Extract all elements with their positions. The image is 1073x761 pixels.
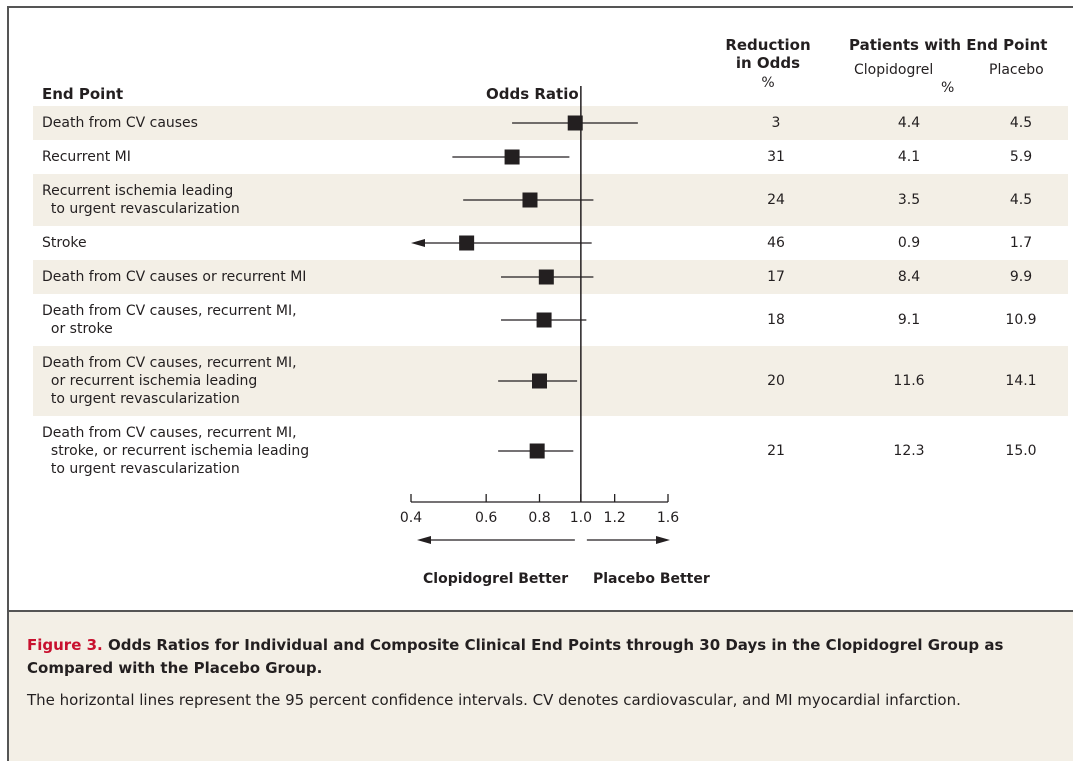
x-tick-label: 0.8 xyxy=(528,510,550,526)
clopidogrel-value: 3.5 xyxy=(897,192,921,208)
reduction-value: 21 xyxy=(767,443,785,459)
header-end-point: End Point xyxy=(42,85,124,103)
direction-arrowhead-right xyxy=(656,536,670,544)
header-reduction-unit: % xyxy=(761,75,775,91)
header-placebo: Placebo xyxy=(989,62,1044,78)
caption-text: The horizontal lines represent the 95 pe… xyxy=(27,691,961,709)
end-point-label: Death from CV causes, recurrent MI, xyxy=(42,425,297,441)
header-patients: Patients with End Point xyxy=(849,36,1048,54)
x-tick-label: 1.2 xyxy=(604,510,626,526)
odds-ratio-marker xyxy=(532,373,547,389)
reduction-value: 3 xyxy=(771,115,781,131)
header-reduction-line2: in Odds xyxy=(735,54,801,72)
end-point-label: or stroke xyxy=(42,321,113,337)
placebo-value: 9.9 xyxy=(1009,269,1033,285)
forest-plot: End Point Odds Ratio Reduction in Odds %… xyxy=(9,8,1073,608)
placebo-value: 14.1 xyxy=(1005,373,1037,389)
odds-ratio-marker xyxy=(529,443,545,459)
reduction-value: 46 xyxy=(767,235,785,251)
ci-arrow-left xyxy=(411,239,425,247)
figure: End Point Odds Ratio Reduction in Odds %… xyxy=(7,6,1073,761)
odds-ratio-marker xyxy=(538,269,554,285)
end-point-label: Death from CV causes, recurrent MI, xyxy=(42,355,297,371)
placebo-value: 4.5 xyxy=(1009,192,1033,208)
end-point-label: Death from CV causes xyxy=(42,115,198,131)
end-point-label: to urgent revascularization xyxy=(42,461,240,477)
end-point-label: Recurrent MI xyxy=(42,149,131,165)
header-odds-ratio: Odds Ratio xyxy=(486,85,579,103)
clopidogrel-value: 0.9 xyxy=(897,235,921,251)
reduction-value: 17 xyxy=(767,269,785,285)
odds-ratio-marker xyxy=(536,312,552,328)
clopidogrel-value: 11.6 xyxy=(893,373,925,389)
clopidogrel-value: 12.3 xyxy=(893,443,925,459)
direction-label-right: Placebo Better xyxy=(593,571,710,587)
direction-label-left: Clopidogrel Better xyxy=(423,571,569,587)
figure-label: Figure 3. xyxy=(27,636,103,654)
placebo-value: 15.0 xyxy=(1005,443,1037,459)
top-rule xyxy=(9,6,1073,8)
direction-arrowhead-left xyxy=(417,536,431,544)
reduction-value: 31 xyxy=(767,149,785,165)
end-point-label: Death from CV causes, recurrent MI, xyxy=(42,303,297,319)
placebo-value: 4.5 xyxy=(1009,115,1033,131)
header-patients-unit: % xyxy=(941,80,955,96)
end-point-label: or recurrent ischemia leading xyxy=(42,373,258,389)
header-reduction-line1: Reduction xyxy=(725,36,811,54)
end-point-label: stroke, or recurrent ischemia leading xyxy=(42,443,310,459)
header-clopidogrel: Clopidogrel xyxy=(854,62,934,78)
x-tick-label: 0.4 xyxy=(400,510,422,526)
placebo-value: 10.9 xyxy=(1005,312,1037,328)
odds-ratio-marker xyxy=(504,149,520,165)
clopidogrel-value: 4.1 xyxy=(897,149,921,165)
odds-ratio-marker xyxy=(567,115,583,131)
forest-plot-svg: 0.4 0.6 0.8 1.0 1.2 1.6 xyxy=(400,86,679,544)
placebo-value: 1.7 xyxy=(1009,235,1033,251)
caption: Figure 3. Odds Ratios for Individual and… xyxy=(9,610,1073,761)
clopidogrel-value: 8.4 xyxy=(897,269,921,285)
x-tick-label: 1.0 xyxy=(570,510,592,526)
x-tick-label: 1.6 xyxy=(657,510,679,526)
reduction-value: 18 xyxy=(767,312,785,328)
placebo-value: 5.9 xyxy=(1009,149,1033,165)
end-point-label: to urgent revascularization xyxy=(42,391,240,407)
end-point-label: Stroke xyxy=(42,235,87,251)
clopidogrel-value: 4.4 xyxy=(897,115,921,131)
odds-ratio-marker xyxy=(459,235,475,251)
reduction-value: 20 xyxy=(767,373,785,389)
odds-ratio-marker xyxy=(522,192,538,208)
clopidogrel-value: 9.1 xyxy=(897,312,921,328)
end-point-label: Recurrent ischemia leading xyxy=(42,183,234,199)
x-tick-label: 0.6 xyxy=(475,510,497,526)
caption-title-text: Odds Ratios for Individual and Composite… xyxy=(27,636,1004,677)
end-point-label: Death from CV causes or recurrent MI xyxy=(42,269,307,285)
end-point-label: to urgent revascularization xyxy=(42,201,240,217)
caption-title: Figure 3. Odds Ratios for Individual and… xyxy=(27,634,1027,680)
reduction-value: 24 xyxy=(767,192,785,208)
